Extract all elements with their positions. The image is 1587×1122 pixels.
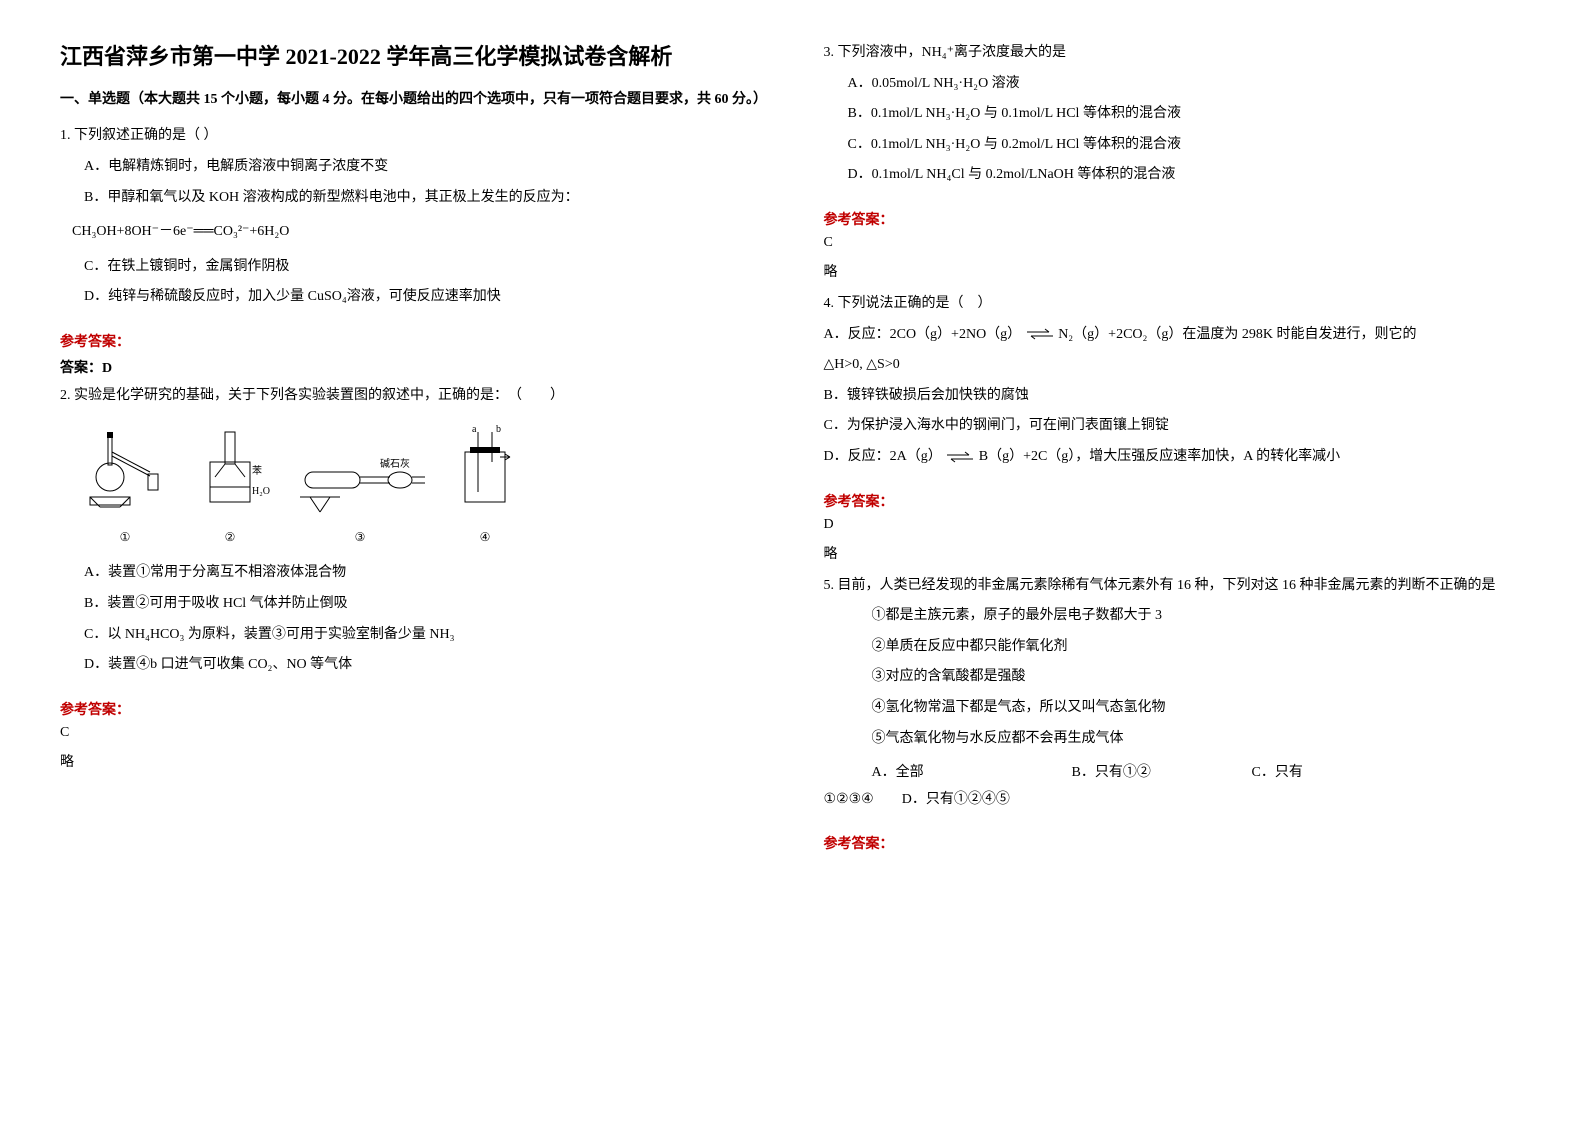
diagram-3-label: ③ [355, 526, 366, 549]
q4-option-a: A．反应：2CO（g）+2NO（g） N₂（g）+2CO₂（g）在温度为 298… [824, 322, 1528, 349]
q1-stem: 1. 下列叙述正确的是（ ） [60, 123, 764, 150]
q5-option-c: C．只有 [1252, 760, 1303, 787]
port-b-label: b [496, 424, 501, 435]
q4-answer: D [824, 517, 1528, 533]
q2-option-c: C．以 NH₄HCO₃ 为原料，装置③可用于实验室制备少量 NH₃ [60, 622, 764, 649]
question-4: 4. 下列说法正确的是（ ） A．反应：2CO（g）+2NO（g） N₂（g）+… [824, 291, 1528, 475]
q2-answer-label: 参考答案： [60, 699, 764, 719]
q2-option-a: A．装置①常用于分离互不相溶液体混合物 [60, 560, 764, 587]
suihui-label: 碱石灰 [380, 457, 410, 470]
q4-option-b: B．镀锌铁破损后会加快铁的腐蚀 [824, 383, 1528, 410]
q1-option-a: A．电解精炼铜时，电解质溶液中铜离子浓度不变 [60, 154, 764, 181]
q2-diagrams: ① 苯 H₂O ② [80, 422, 764, 549]
q4-a-post: N₂（g）+2CO₂（g）在温度为 298K 时能自发进行，则它的 [1058, 327, 1416, 342]
q4-omitted: 略 [824, 543, 1528, 563]
diagram-2-label: ② [225, 526, 236, 549]
q4-option-c: C．为保护浸入海水中的钢闸门，可在闸门表面镶上铜锭 [824, 413, 1528, 440]
heating-tube-icon: 碱石灰 [290, 422, 430, 522]
q2-omitted: 略 [60, 751, 764, 771]
q5-line2: ①②③④ D．只有①②④⑤ [824, 787, 1528, 814]
q1-equation: CH₃OH+8OH⁻－6e⁻══CO₃²⁻+6H₂O [60, 219, 764, 246]
port-a-label: a [472, 424, 477, 435]
right-column: 3. 下列溶液中，NH₄⁺离子浓度最大的是 A．0.05mol/L NH₃·H₂… [824, 40, 1528, 1082]
section-header: 一、单选题（本大题共 15 个小题，每小题 4 分。在每小题给出的四个选项中，只… [60, 89, 764, 111]
q1-answer-label: 参考答案： [60, 331, 764, 351]
q3-answer: C [824, 235, 1528, 251]
q4-option-d: D．反应：2A（g） B（g）+2C（g），增大压强反应速率加快，A 的转化率减… [824, 444, 1528, 471]
q5-stem: 5. 目前，人类已经发现的非金属元素除稀有气体元素外有 16 种，下列对这 16… [824, 573, 1528, 600]
question-3: 3. 下列溶液中，NH₄⁺离子浓度最大的是 A．0.05mol/L NH₃·H₂… [824, 40, 1528, 193]
q1-answer: 答案：D [60, 357, 764, 377]
q4-d-post: B（g）+2C（g），增大压强反应速率加快，A 的转化率减小 [979, 449, 1340, 464]
q1-option-b: B．甲醇和氧气以及 KOH 溶液构成的新型燃料电池中，其正极上发生的反应为： [60, 185, 764, 212]
q5-s1: ①都是主族元素，原子的最外层电子数都大于 3 [824, 603, 1528, 630]
q2-answer: C [60, 725, 764, 741]
diagram-3: 碱石灰 ③ [290, 422, 430, 549]
diagram-4: a b ④ [450, 422, 520, 549]
q4-a-pre: A．反应：2CO（g）+2NO（g） [824, 327, 1022, 342]
q3-omitted: 略 [824, 261, 1528, 281]
q4-a-line2: △H>0, △S>0 [824, 352, 1528, 379]
q5-answer-label: 参考答案： [824, 833, 1528, 853]
question-1: 1. 下列叙述正确的是（ ） A．电解精炼铜时，电解质溶液中铜离子浓度不变 B．… [60, 123, 764, 315]
q4-stem: 4. 下列说法正确的是（ ） [824, 291, 1528, 318]
equilibrium-arrow-icon-2 [945, 451, 975, 463]
h2o-label: H₂O [252, 486, 270, 497]
distillation-icon [80, 422, 170, 522]
question-5: 5. 目前，人类已经发现的非金属元素除稀有气体元素外有 16 种，下列对这 16… [824, 573, 1528, 818]
q5-options-row: A．全部 B．只有①② C．只有 [824, 760, 1528, 787]
diagram-2: 苯 H₂O ② [190, 422, 270, 549]
q5-s2: ②单质在反应中都只能作氧化剂 [824, 634, 1528, 661]
diagram-1: ① [80, 422, 170, 549]
q3-option-a: A．0.05mol/L NH₃·H₂O 溶液 [824, 71, 1528, 98]
q4-d-pre: D．反应：2A（g） [824, 449, 942, 464]
diagram-4-label: ④ [480, 526, 491, 549]
diagram-1-label: ① [120, 526, 131, 549]
q5-s5: ⑤气态氧化物与水反应都不会再生成气体 [824, 726, 1528, 753]
q3-option-c: C．0.1mol/L NH₃·H₂O 与 0.2mol/L HCl 等体积的混合… [824, 132, 1528, 159]
q5-s4: ④氢化物常温下都是气态，所以又叫气态氢化物 [824, 695, 1528, 722]
question-2: 2. 实验是化学研究的基础，关于下列各实验装置图的叙述中，正确的是： （ ） ① [60, 383, 764, 683]
q3-option-d: D．0.1mol/L NH₄Cl 与 0.2mol/LNaOH 等体积的混合液 [824, 162, 1528, 189]
page-title: 江西省萍乡市第一中学 2021-2022 学年高三化学模拟试卷含解析 [60, 40, 764, 73]
benzene-label: 苯 [252, 464, 262, 477]
q1-option-d: D．纯锌与稀硫酸反应时，加入少量 CuSO₄溶液，可使反应速率加快 [60, 284, 764, 311]
q2-stem: 2. 实验是化学研究的基础，关于下列各实验装置图的叙述中，正确的是： （ ） [60, 383, 764, 410]
left-column: 江西省萍乡市第一中学 2021-2022 学年高三化学模拟试卷含解析 一、单选题… [60, 40, 764, 1082]
equilibrium-arrow-icon [1025, 328, 1055, 340]
q3-option-b: B．0.1mol/L NH₃·H₂O 与 0.1mol/L HCl 等体积的混合… [824, 101, 1528, 128]
q5-s3: ③对应的含氧酸都是强酸 [824, 664, 1528, 691]
q4-answer-label: 参考答案： [824, 491, 1528, 511]
q5-option-a: A．全部 [872, 760, 1072, 787]
q3-answer-label: 参考答案： [824, 209, 1528, 229]
q2-option-d: D．装置④b 口进气可收集 CO₂、NO 等气体 [60, 652, 764, 679]
absorption-icon: 苯 H₂O [190, 422, 270, 522]
q1-option-c: C．在铁上镀铜时，金属铜作阴极 [60, 254, 764, 281]
q5-option-b: B．只有①② [1072, 760, 1252, 787]
q2-option-b: B．装置②可用于吸收 HCl 气体并防止倒吸 [60, 591, 764, 618]
gas-collection-icon: a b [450, 422, 520, 522]
q3-stem: 3. 下列溶液中，NH₄⁺离子浓度最大的是 [824, 40, 1528, 67]
